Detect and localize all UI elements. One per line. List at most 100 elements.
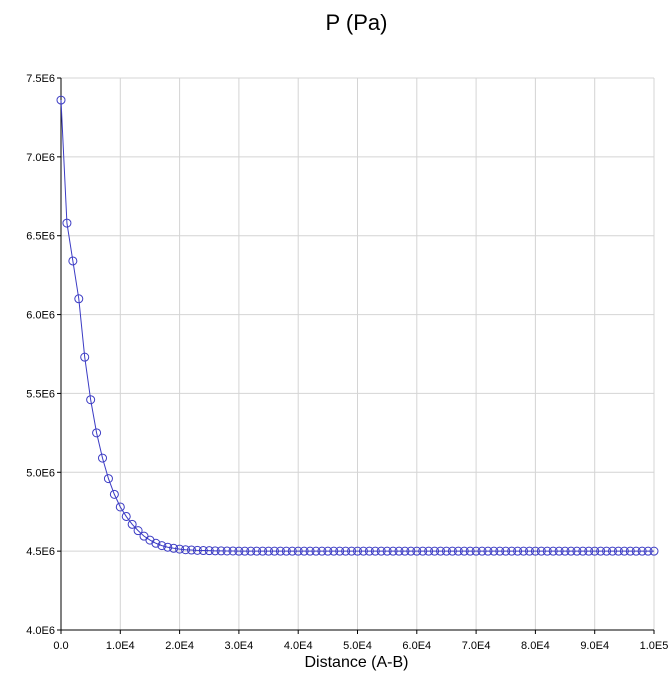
data-point-marker xyxy=(234,546,244,556)
data-point-marker xyxy=(519,546,529,556)
data-point-marker xyxy=(56,95,66,105)
data-point-marker xyxy=(584,546,594,556)
y-tick-label: 7.0E6 xyxy=(26,152,55,164)
axes xyxy=(57,77,655,634)
data-point-marker xyxy=(228,546,238,556)
x-tick-label: 1.0E4 xyxy=(106,640,135,652)
data-point-marker xyxy=(530,546,540,556)
data-point-marker xyxy=(204,546,214,556)
data-point-marker xyxy=(412,546,422,556)
data-point-marker xyxy=(406,546,416,556)
data-point-marker xyxy=(542,546,552,556)
y-tick-label: 6.5E6 xyxy=(26,231,55,243)
data-point-marker xyxy=(441,546,451,556)
x-tick-label: 7.0E4 xyxy=(462,640,491,652)
data-point-marker xyxy=(86,395,96,405)
y-tick-label: 6.0E6 xyxy=(26,310,55,322)
data-point-marker xyxy=(507,546,517,556)
data-point-marker xyxy=(596,546,606,556)
data-point-marker xyxy=(424,546,434,556)
x-tick-label: 8.0E4 xyxy=(521,640,550,652)
data-point-marker xyxy=(240,546,250,556)
data-point-marker xyxy=(590,546,600,556)
data-point-marker xyxy=(578,546,588,556)
data-point-marker xyxy=(471,546,481,556)
data-point-marker xyxy=(151,538,161,548)
data-point-marker xyxy=(459,546,469,556)
data-point-marker xyxy=(548,546,558,556)
data-point-marker xyxy=(483,546,493,556)
data-point-marker xyxy=(370,546,380,556)
data-point-marker xyxy=(453,546,463,556)
data-point-marker xyxy=(347,546,357,556)
x-tick-label: 0.0 xyxy=(53,640,68,652)
data-point-marker xyxy=(210,546,220,556)
data-point-marker xyxy=(335,546,345,556)
data-point-marker xyxy=(489,546,499,556)
chart-title: P (Pa) xyxy=(325,10,388,35)
data-point-marker xyxy=(602,546,612,556)
data-point-marker xyxy=(524,546,534,556)
data-point-marker xyxy=(477,546,487,556)
data-point-marker xyxy=(323,546,333,556)
data-point-marker xyxy=(501,546,511,556)
data-point-marker xyxy=(92,428,102,438)
data-point-marker xyxy=(554,546,564,556)
x-tick-label: 3.0E4 xyxy=(225,640,254,652)
data-point-marker xyxy=(619,546,629,556)
x-tick-label: 6.0E4 xyxy=(402,640,431,652)
data-point-marker xyxy=(447,546,457,556)
data-point-marker xyxy=(198,546,208,556)
data-point-marker xyxy=(275,546,285,556)
data-point-marker xyxy=(127,519,137,529)
data-point-marker xyxy=(175,544,185,554)
data-point-marker xyxy=(560,546,570,556)
y-tick-label: 4.5E6 xyxy=(26,546,55,558)
data-point-marker xyxy=(264,546,274,556)
data-point-marker xyxy=(353,546,362,556)
data-point-marker xyxy=(68,256,78,266)
data-point-marker xyxy=(109,489,119,499)
data-point-marker xyxy=(163,542,173,552)
data-point-marker xyxy=(80,352,90,362)
data-point-marker xyxy=(269,546,279,556)
data-point-marker xyxy=(329,546,339,556)
data-point-marker xyxy=(436,546,446,556)
x-tick-label: 5.0E4 xyxy=(343,640,372,652)
data-point-marker xyxy=(157,541,167,551)
x-tick-label: 9.0E4 xyxy=(580,640,609,652)
data-point-marker xyxy=(643,546,653,556)
data-point-marker xyxy=(222,546,232,556)
data-point-marker xyxy=(133,526,143,536)
data-point-marker xyxy=(649,546,659,556)
data-point-marker xyxy=(572,546,582,556)
data-point-marker xyxy=(293,546,303,556)
y-tick-label: 7.5E6 xyxy=(26,73,55,85)
data-point-marker xyxy=(613,546,623,556)
data-point-marker xyxy=(388,546,398,556)
data-point-marker xyxy=(192,545,202,555)
x-tick-label: 2.0E4 xyxy=(165,640,194,652)
y-tick-label: 4.0E6 xyxy=(26,625,55,637)
data-point-marker xyxy=(376,546,386,556)
data-point-marker xyxy=(311,546,321,556)
data-point-marker xyxy=(536,546,546,556)
y-tick-label: 5.0E6 xyxy=(26,467,55,479)
data-point-marker xyxy=(394,546,404,556)
tick-labels: 0.0 1.0E4 2.0E4 3.0E4 4.0E4 5.0E4 6.0E4 7.0E4 8.… xyxy=(26,73,668,652)
data-point-marker xyxy=(400,546,410,556)
data-point-marker xyxy=(169,543,179,553)
data-point-marker xyxy=(287,546,297,556)
data-point-marker xyxy=(299,546,309,556)
x-tick-label: 4.0E4 xyxy=(284,640,313,652)
data-point-marker xyxy=(74,294,84,304)
data-point-marker xyxy=(430,546,440,556)
data-point-marker xyxy=(465,546,475,556)
data-point-marker xyxy=(246,546,256,556)
data-point-marker xyxy=(495,546,505,556)
data-point-marker xyxy=(607,546,617,556)
data-point-marker xyxy=(382,546,392,556)
data-point-marker xyxy=(186,545,196,555)
data-point-marker xyxy=(216,546,226,556)
